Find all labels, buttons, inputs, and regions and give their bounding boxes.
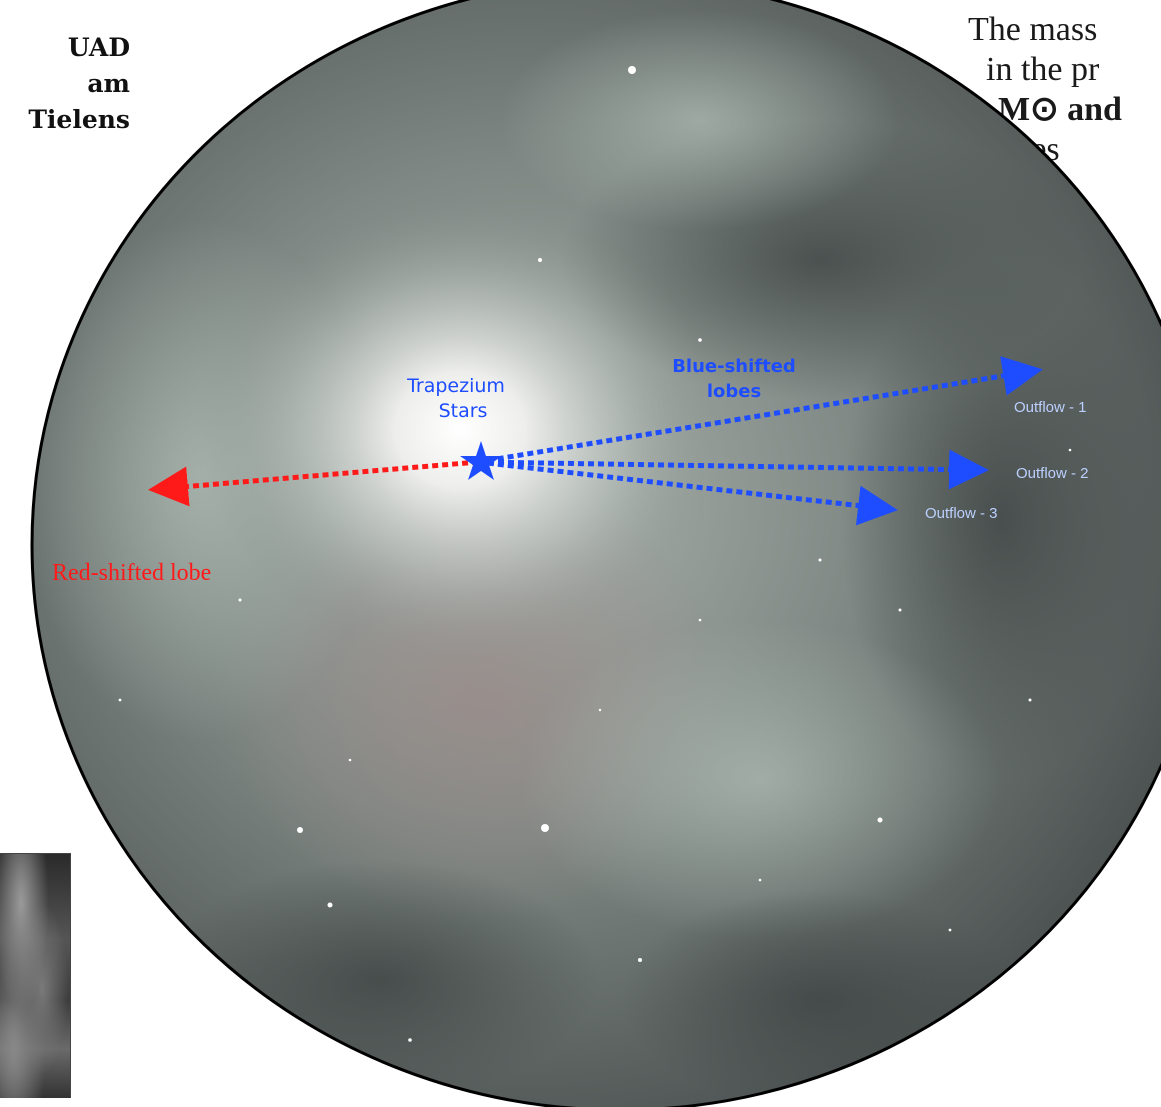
- blue-lobes-label-line-2: lobes: [707, 381, 761, 402]
- blue-lobe-arrow-2: [477, 449, 989, 490]
- outflow-3-label: Outflow - 3: [925, 505, 998, 522]
- trapezium-label-line-2: Stars: [439, 400, 488, 422]
- blue-lobes-label-line-1: Blue-shifted: [672, 356, 796, 377]
- inset-thumbnail: [0, 853, 71, 1098]
- red-lobe-label: Red-shifted lobe: [52, 560, 211, 586]
- mass-caption: The mass in the pr M⊙ and res: [968, 10, 1122, 170]
- outflow-1-label: Outflow - 1: [1014, 399, 1087, 416]
- trapezium-label-line-1: Trapezium: [406, 375, 505, 397]
- credit-line-1: UAD: [67, 33, 130, 62]
- star-field: [118, 66, 1072, 1042]
- credit-line-3: Tielens: [28, 105, 130, 134]
- mass-line-2: in the pr: [986, 51, 1100, 88]
- star-icon: [460, 441, 502, 480]
- image-credit: UAD am Tielens: [0, 30, 130, 138]
- blue-lobe-arrow-3: [477, 459, 898, 526]
- outflow-2-label: Outflow - 2: [1016, 465, 1089, 482]
- mass-line-3: M⊙ and: [998, 91, 1122, 128]
- blue-lobe-arrow-1: [477, 356, 1043, 465]
- red-lobe-arrow: [148, 459, 479, 507]
- field-of-view-outline: [30, 0, 1161, 1107]
- credit-line-2: am: [87, 69, 130, 98]
- mass-line-1: The mass: [968, 11, 1098, 48]
